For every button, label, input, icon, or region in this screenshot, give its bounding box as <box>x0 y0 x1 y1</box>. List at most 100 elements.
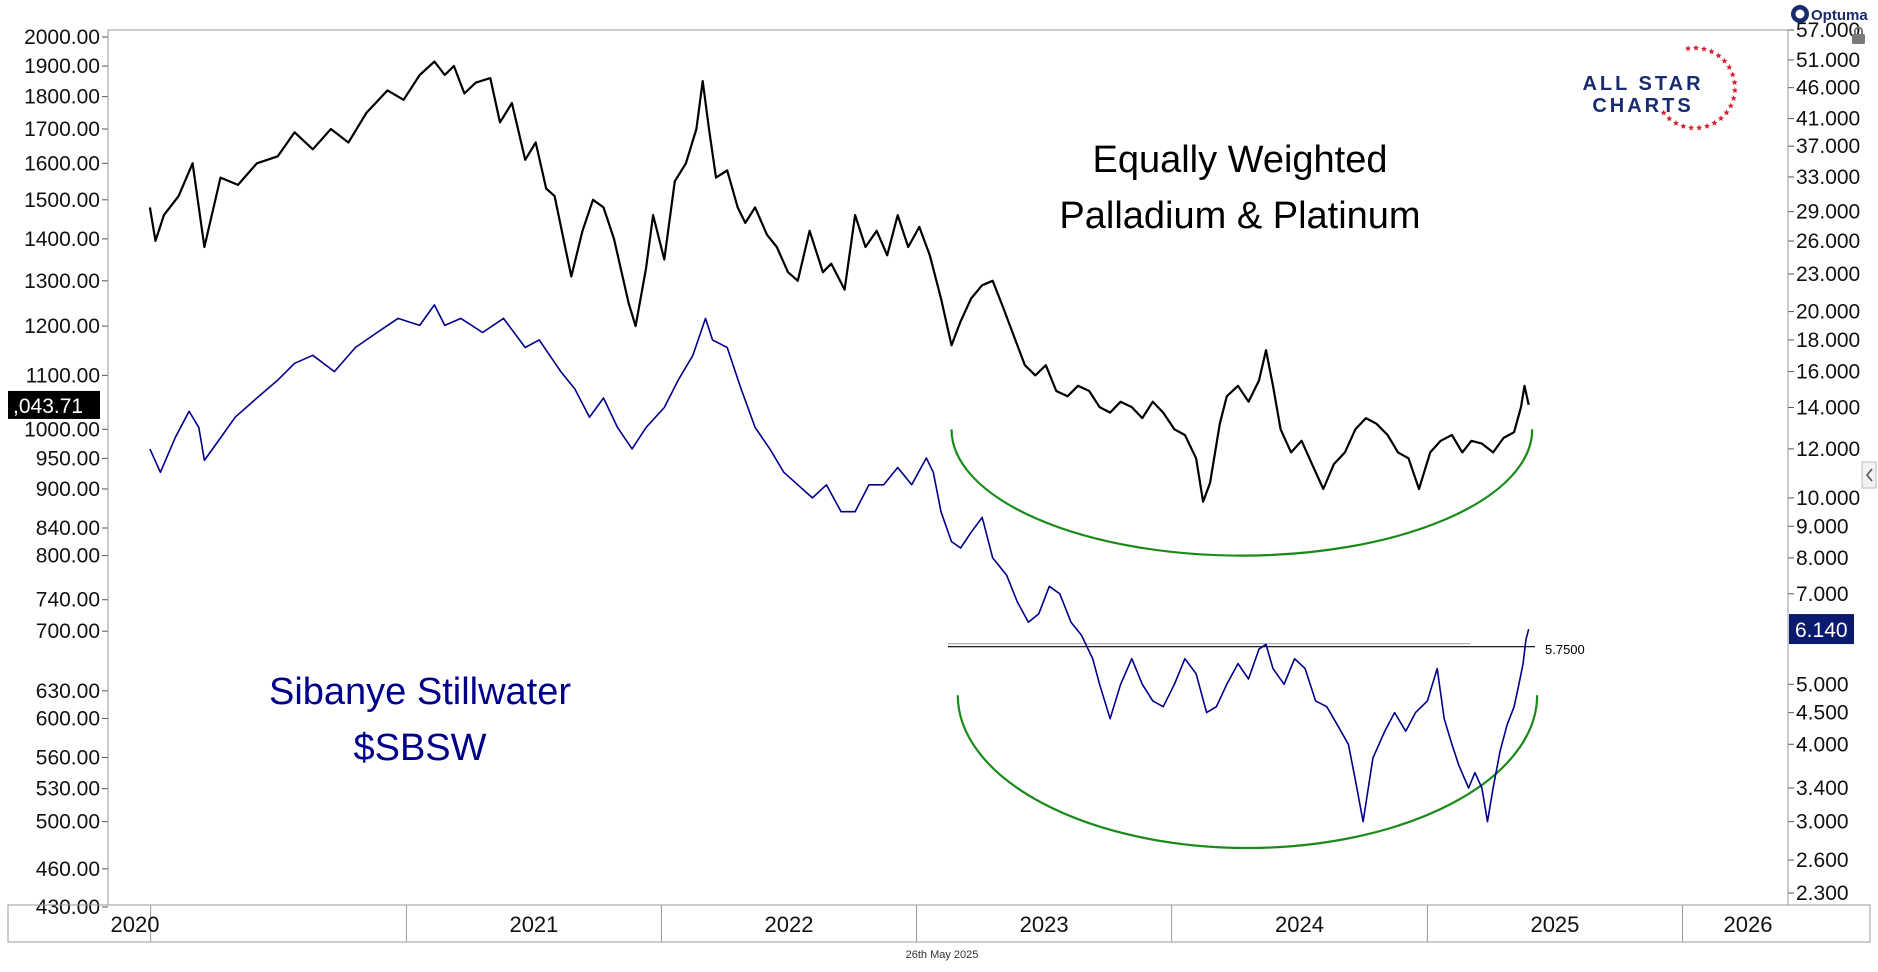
right-tick-label: 9.000 <box>1796 515 1849 538</box>
logo-star <box>1696 124 1703 131</box>
right-tick-label: 37.000 <box>1796 135 1860 158</box>
logo-star <box>1727 102 1734 109</box>
star-ring-icon <box>1660 44 1738 131</box>
right-tick-label: 41.000 <box>1796 108 1860 131</box>
allstar-logo: ALL STAR CHARTS <box>1582 44 1738 131</box>
right-tick-label: 2.600 <box>1796 849 1849 872</box>
logo-star <box>1685 45 1692 52</box>
logo-star <box>1731 87 1738 93</box>
right-tick-label: 7.000 <box>1796 583 1849 606</box>
right-tick-label: 4.500 <box>1796 702 1849 725</box>
left-tick-label: 600.00 <box>36 707 100 730</box>
right-tick-label: 18.000 <box>1796 329 1860 352</box>
right-tick-label: 20.000 <box>1796 301 1860 324</box>
sbsw-label-line-2: $SBSW <box>353 727 486 769</box>
logo-star <box>1693 44 1700 51</box>
optuma-logo: Optuma <box>1791 5 1868 24</box>
chevron-left-icon[interactable] <box>1861 461 1877 489</box>
logo-star <box>1726 64 1733 70</box>
left-last-value-tag <box>8 390 100 419</box>
left-tick-label: 950.00 <box>36 447 100 470</box>
logo-star <box>1715 52 1722 59</box>
optuma-label: Optuma <box>1811 7 1868 24</box>
right-tick-label: 51.000 <box>1796 49 1860 72</box>
logo-star <box>1721 57 1728 64</box>
left-tick-label: 1600.00 <box>24 152 100 175</box>
value-tag-layer: ,043.71 6.140 <box>8 390 1854 645</box>
arc-layer <box>950 429 1539 850</box>
series-layer <box>148 60 1530 823</box>
logo-star <box>1660 109 1667 116</box>
right-tick-label: 10.000 <box>1796 487 1860 510</box>
logo-line-1: ALL STAR <box>1582 73 1703 95</box>
right-tick-label: 33.000 <box>1796 166 1860 189</box>
right-tick-label: 46.000 <box>1796 77 1860 100</box>
x-axis-box <box>7 904 1871 943</box>
left-tick-label: 1500.00 <box>24 189 100 212</box>
left-tick-label: 1300.00 <box>24 270 100 293</box>
optuma-logo-icon-hole <box>1795 9 1805 19</box>
left-tick-label: 1200.00 <box>24 315 100 338</box>
resistance-layer <box>948 643 1535 648</box>
left-last-value: ,043.71 <box>13 395 83 418</box>
right-tick-label: 5.000 <box>1796 673 1849 696</box>
left-tick-label: 1000.00 <box>24 418 100 441</box>
left-tick-label: 430.00 <box>36 896 100 919</box>
left-tick-label: 500.00 <box>36 811 100 834</box>
logo-star <box>1723 109 1730 116</box>
title-line-2: Palladium & Platinum <box>1059 195 1420 237</box>
left-tick-label: 530.00 <box>36 778 100 801</box>
logo-star <box>1711 119 1718 126</box>
resistance-label: 5.7500 <box>1545 642 1585 657</box>
x-tick-label: 2020 <box>111 912 160 937</box>
left-tick-label: 630.00 <box>36 680 100 703</box>
right-tick-label: 14.000 <box>1796 396 1860 419</box>
right-tick-label: 12.000 <box>1796 438 1860 461</box>
palladium-platinum-line <box>148 60 1530 503</box>
left-tick-label: 1100.00 <box>26 364 100 387</box>
logo-star <box>1730 95 1737 101</box>
right-tick-label: 2.300 <box>1796 882 1849 905</box>
left-tick-label: 1700.00 <box>24 118 100 141</box>
x-tick-label: 2021 <box>509 912 558 937</box>
left-tick-label: 700.00 <box>36 620 100 643</box>
left-tick-label: 1900.00 <box>24 55 100 78</box>
right-tick-label: 8.000 <box>1796 547 1849 570</box>
lock-icon[interactable] <box>1852 26 1865 44</box>
logo-star <box>1701 45 1707 52</box>
logo-star <box>1729 71 1736 78</box>
x-tick-label: 2024 <box>1275 912 1324 937</box>
sibanye-line <box>149 304 1530 823</box>
left-tick-label: 840.00 <box>36 517 100 540</box>
right-tick-label: 3.400 <box>1796 777 1849 800</box>
left-tick-label: 740.00 <box>36 589 100 612</box>
left-tick-label: 1400.00 <box>24 228 100 251</box>
right-tick-label: 29.000 <box>1796 201 1860 224</box>
sbsw-label-line-1: Sibanye Stillwater <box>269 671 571 713</box>
title-line-1: Equally Weighted <box>1092 139 1387 181</box>
left-tick-label: 800.00 <box>36 545 100 568</box>
right-tick-label: 16.000 <box>1796 361 1860 384</box>
sibanye-base-arc <box>956 695 1539 850</box>
right-tick-label: 23.000 <box>1796 263 1860 286</box>
logo-star <box>1704 122 1711 129</box>
date-footer: 26th May 2025 <box>906 949 979 961</box>
right-last-value: 6.140 <box>1795 619 1848 642</box>
x-tick-label: 2026 <box>1724 912 1773 937</box>
logo-star <box>1688 124 1695 131</box>
x-tick-label: 2023 <box>1020 912 1069 937</box>
left-tick-label: 2000.00 <box>24 26 100 49</box>
axis-tick-layer: 2000.00 1900.00 1800.00 1700.00 1600.00 1500.… <box>24 19 1860 942</box>
logo-line-2: CHARTS <box>1592 95 1693 117</box>
logo-star <box>1666 115 1673 122</box>
palladium-base-arc <box>950 429 1534 557</box>
right-tick-label: 57.000 <box>1796 19 1860 42</box>
right-tick-label: 4.000 <box>1796 733 1849 756</box>
logo-star <box>1731 79 1738 85</box>
logo-star <box>1672 120 1679 126</box>
x-tick-label: 2022 <box>765 912 814 937</box>
x-tick-label: 2025 <box>1530 912 1579 937</box>
left-tick-label: 1800.00 <box>24 86 100 109</box>
